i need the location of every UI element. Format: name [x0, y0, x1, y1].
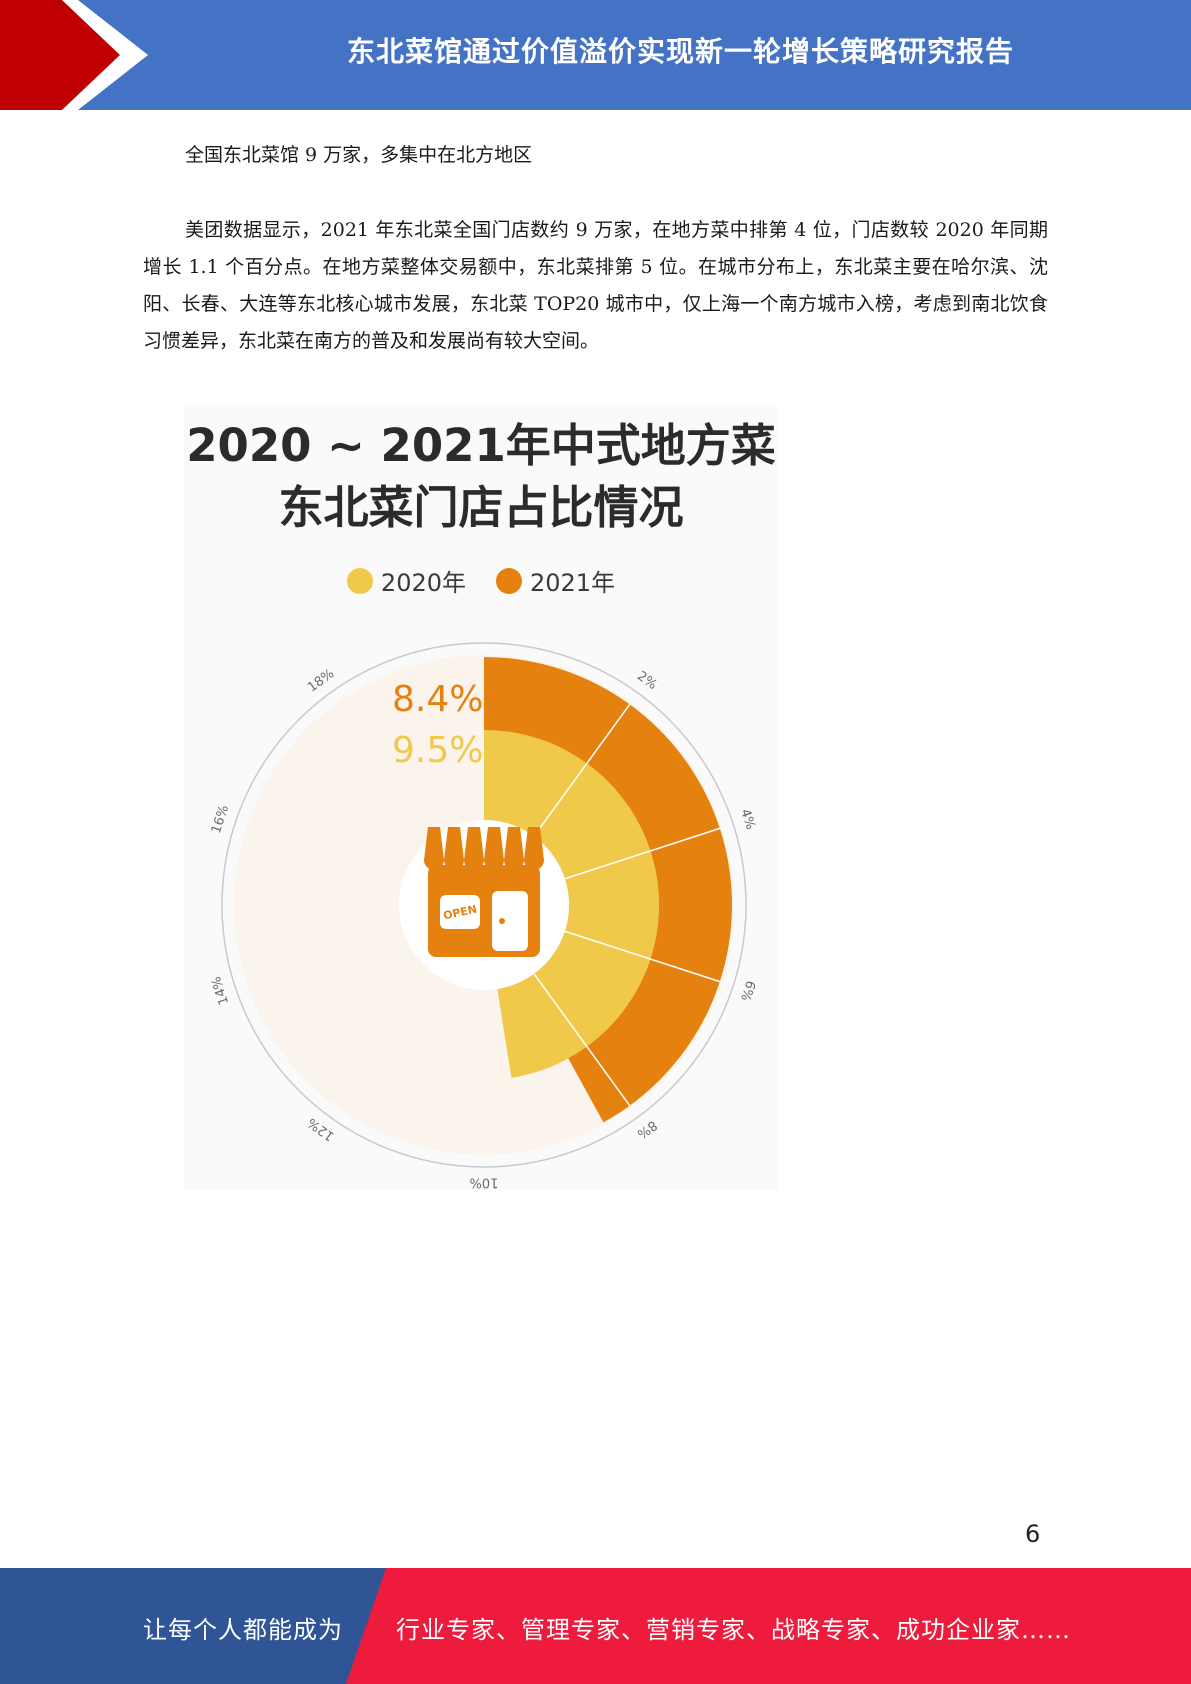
chart-title-line1: 2020 ~ 2021年中式地方菜	[186, 419, 776, 472]
tick-label-6: 14%	[209, 975, 232, 1007]
report-footer: 让每个人都能成为 行业专家、管理专家、营销专家、战略专家、成功企业家……	[0, 1568, 1191, 1684]
chart-legend: 2020年 2021年	[184, 563, 778, 598]
legend-label-2021: 2021年	[530, 569, 616, 597]
radial-bar-chart: 2%4%6%8%10%12%14%16%18%OPEN	[209, 642, 758, 1190]
gridline-4	[564, 827, 721, 880]
footer-background	[0, 1568, 1191, 1684]
legend-item-2020: 2020年	[346, 563, 466, 598]
report-title: 东北菜馆通过价值溢价实现新一轮增长策略研究报告	[346, 35, 1014, 68]
bar-series-2020年	[484, 730, 660, 1078]
legend-swatch-2020	[346, 567, 373, 594]
tick-label-4: 10%	[470, 1175, 499, 1190]
report-header: 东北菜馆通过价值溢价实现新一轮增长策略研究报告	[0, 0, 1191, 110]
tick-label-0: 2%	[634, 669, 660, 693]
chart-figure: 2020 ~ 2021年中式地方菜 东北菜门店占比情况 2020年 2021年 …	[184, 405, 778, 1190]
gridline-6	[564, 930, 721, 983]
gridline-2	[533, 703, 631, 837]
bar-series-2021年	[484, 657, 732, 1123]
header-arrow-icon	[0, 0, 148, 110]
legend-label-2020: 2020年	[380, 569, 466, 597]
chart-axis-ring	[221, 642, 747, 1168]
storefront-open-icon: OPEN	[424, 827, 544, 957]
data-label-2020: 9.5%	[392, 730, 484, 771]
tick-label-3: 8%	[634, 1117, 660, 1141]
data-label-2021: 8.4%	[392, 679, 484, 720]
page-number: 6	[1025, 1520, 1041, 1548]
footer-slogan-left: 让每个人都能成为	[143, 1616, 343, 1644]
legend-item-2021: 2021年	[496, 563, 615, 598]
chart-title-line2: 东北菜门店占比情况	[278, 481, 684, 534]
tick-label-1: 4%	[737, 807, 758, 831]
footer-slogan-right: 行业专家、管理专家、营销专家、战略专家、成功企业家……	[396, 1616, 1071, 1644]
body-paragraph: 美团数据显示，2021 年东北菜全国门店数约 9 万家，在地方菜中排第 4 位，…	[143, 219, 1048, 352]
tick-label-2: 6%	[737, 978, 758, 1002]
gridline-8	[533, 973, 631, 1107]
tick-label-7: 16%	[209, 803, 232, 835]
section-heading: 全国东北菜馆 9 万家，多集中在北方地区	[185, 144, 533, 166]
legend-swatch-2021	[496, 567, 522, 594]
